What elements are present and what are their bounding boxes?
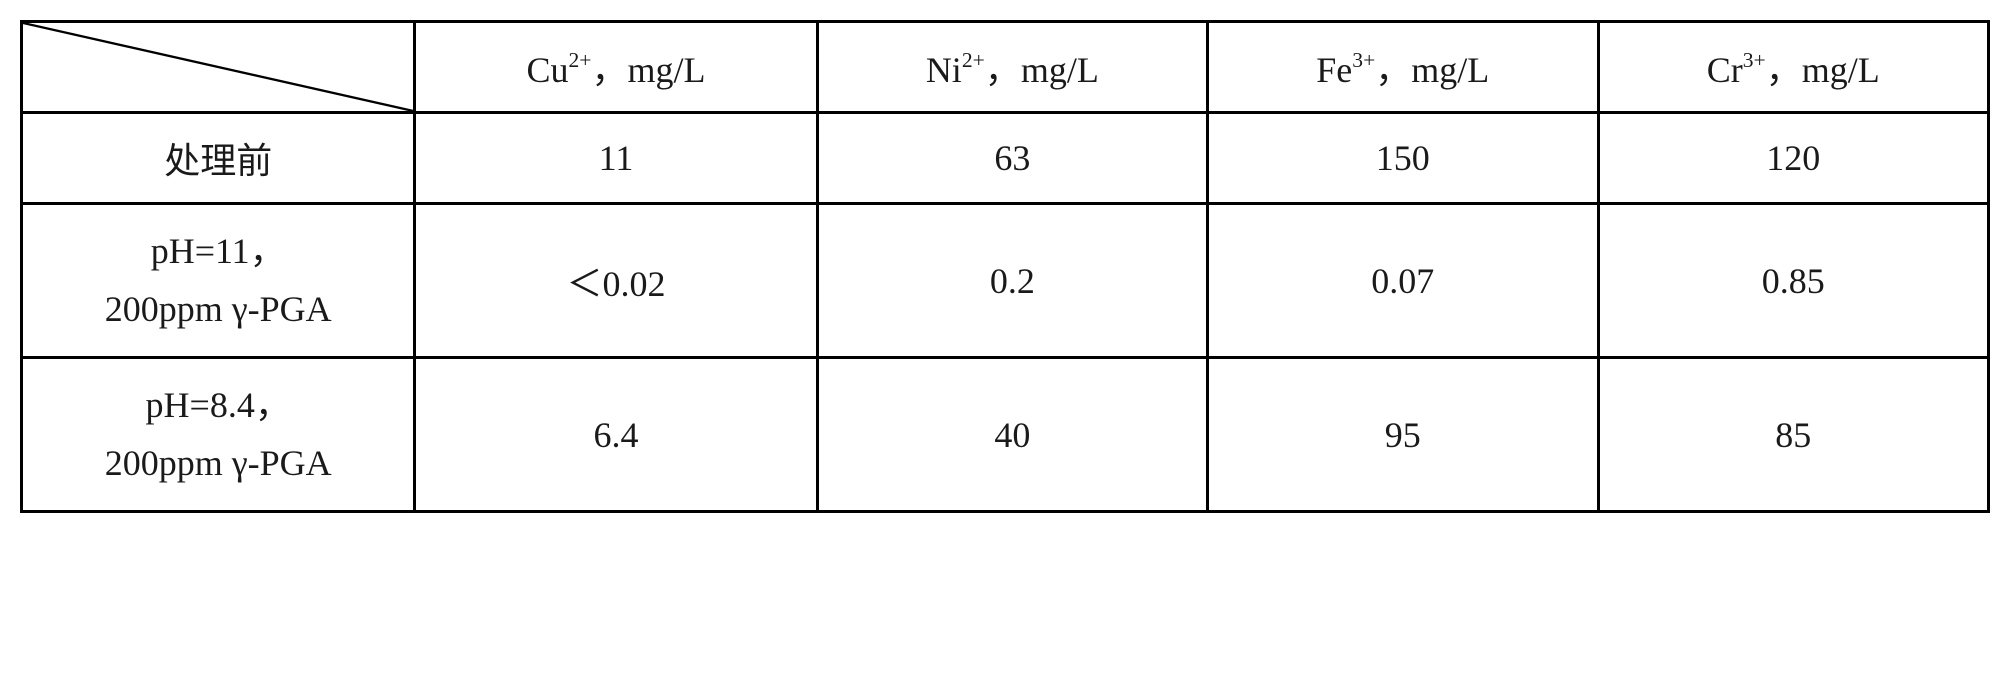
ion-charge: 2+ [962,48,985,72]
row-label-ph11: pH=11， 200ppm γ-PGA [22,204,415,358]
cell-value: 40 [817,358,1207,512]
ion-symbol: Cr [1707,50,1743,90]
cell-value: 120 [1598,113,1989,204]
col-header-cr: Cr3+，mg/L [1598,22,1989,113]
row-label-line2: 200ppm γ-PGA [35,281,401,339]
col-header-ni: Ni2+，mg/L [817,22,1207,113]
cell-value: 0.85 [1598,204,1989,358]
unit-label: mg/L [1411,50,1489,90]
row-label-line2: 200ppm γ-PGA [35,435,401,493]
col-header-cu: Cu2+，mg/L [415,22,817,113]
table-row: 处理前 11 63 150 120 [22,113,1989,204]
ion-charge: 3+ [1352,48,1375,72]
header-row: Cu2+，mg/L Ni2+，mg/L Fe3+，mg/L Cr3+，mg/L [22,22,1989,113]
unit-label: mg/L [628,50,706,90]
cell-value: 0.2 [817,204,1207,358]
cell-value: 11 [415,113,817,204]
cell-value: ＜0.02 [415,204,817,358]
ion-symbol: Ni [926,50,962,90]
table-row: pH=8.4， 200ppm γ-PGA 6.4 40 95 85 [22,358,1989,512]
data-table: Cu2+，mg/L Ni2+，mg/L Fe3+，mg/L Cr3+，mg/L … [20,20,1990,513]
diagonal-header-cell [22,22,415,113]
ion-symbol: Cu [526,50,568,90]
cell-value: 0.07 [1208,204,1598,358]
unit-label: mg/L [1802,50,1880,90]
row-label-line1: pH=8.4， [35,377,401,435]
ion-charge: 2+ [569,48,592,72]
cell-value: 85 [1598,358,1989,512]
cell-value: 6.4 [415,358,817,512]
ion-charge: 3+ [1743,48,1766,72]
cell-value: 150 [1208,113,1598,204]
unit-label: mg/L [1021,50,1099,90]
ion-symbol: Fe [1316,50,1352,90]
row-label-line1: pH=11， [35,223,401,281]
diagonal-line-svg [23,23,413,111]
row-label-before: 处理前 [22,113,415,204]
col-header-fe: Fe3+，mg/L [1208,22,1598,113]
cell-value: 95 [1208,358,1598,512]
cell-value: 63 [817,113,1207,204]
row-label-text: 处理前 [164,141,272,181]
table-row: pH=11， 200ppm γ-PGA ＜0.02 0.2 0.07 0.85 [22,204,1989,358]
row-label-ph84: pH=8.4， 200ppm γ-PGA [22,358,415,512]
